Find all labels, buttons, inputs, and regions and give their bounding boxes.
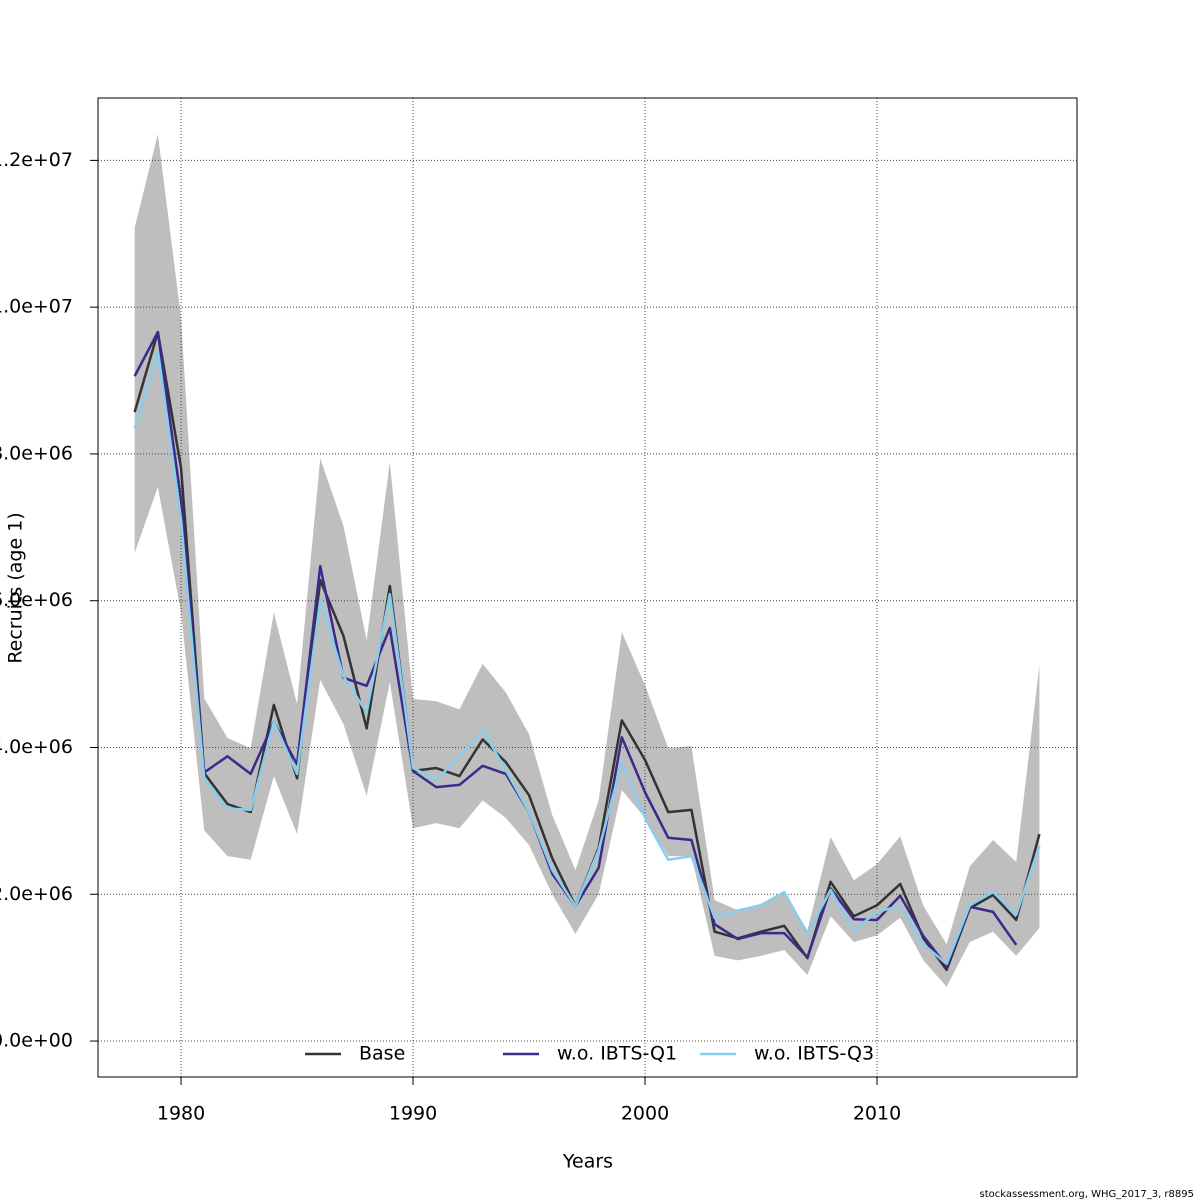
y-tick-label: 4.0e+06 xyxy=(0,736,73,758)
y-axis-label: Recruits (age 1) xyxy=(5,512,27,663)
x-tick-label: 1990 xyxy=(389,1103,437,1125)
legend-label: w.o. IBTS-Q1 xyxy=(557,1043,677,1065)
y-tick-label: 1.0e+07 xyxy=(0,296,73,318)
x-axis-label: Years xyxy=(562,1151,613,1173)
x-tick-label: 2000 xyxy=(621,1103,669,1125)
legend-label: Base xyxy=(359,1043,405,1065)
y-tick-label: 0.0e+00 xyxy=(0,1030,73,1052)
legend-label: w.o. IBTS-Q3 xyxy=(754,1043,874,1065)
y-tick-label: 8.0e+06 xyxy=(0,442,73,464)
series-line xyxy=(133,350,1041,966)
y-tick-label: 6.0e+06 xyxy=(0,589,73,611)
x-tick-label: 2010 xyxy=(853,1103,901,1125)
plot-frame xyxy=(97,97,1078,1078)
confidence-band xyxy=(134,133,1040,987)
x-tick-label: 1980 xyxy=(157,1103,205,1125)
y-tick-label: 2.0e+06 xyxy=(0,883,73,905)
y-tick-label: 1.2e+07 xyxy=(0,149,73,171)
footer: stockassessment.org, WHG_2017_3, r8895 xyxy=(980,1189,1194,1200)
